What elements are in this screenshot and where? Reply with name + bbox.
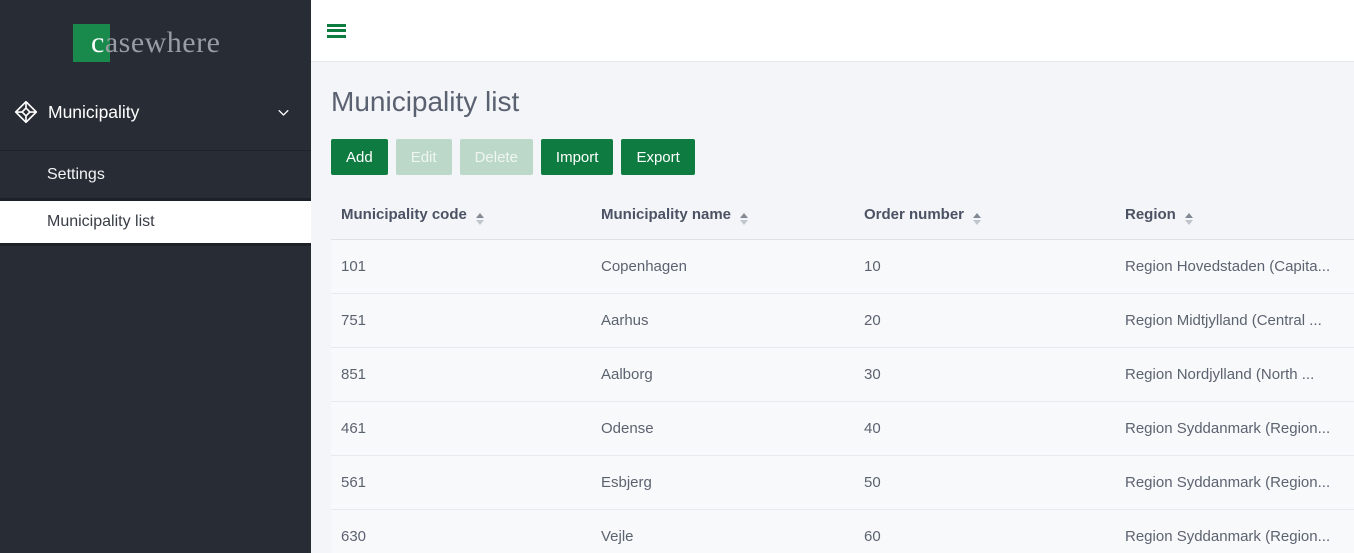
- sort-icon: [740, 213, 749, 225]
- delete-button: Delete: [459, 139, 533, 175]
- table-row[interactable]: 561 Esbjerg 50 Region Syddanmark (Region…: [331, 455, 1354, 510]
- cell-municipality-name: Esbjerg: [591, 455, 854, 510]
- column-header-municipality-name[interactable]: Municipality name: [591, 192, 854, 240]
- add-button[interactable]: Add: [331, 139, 388, 175]
- column-header-order-number[interactable]: Order number: [854, 192, 1115, 240]
- logo-letter-c: c: [91, 26, 105, 59]
- sidebar-item-settings[interactable]: Settings: [0, 150, 311, 198]
- chevron-down-icon: [276, 105, 291, 120]
- cell-municipality-name: Aarhus: [591, 293, 854, 348]
- edit-button: Edit: [395, 139, 452, 175]
- cell-municipality-name: Odense: [591, 401, 854, 456]
- table-row[interactable]: 461 Odense 40 Region Syddanmark (Region.…: [331, 401, 1354, 456]
- main-area: Municipality list Add Edit Delete Import…: [311, 0, 1354, 553]
- cell-order-number: 50: [854, 455, 1115, 510]
- logo-mark: [73, 24, 110, 62]
- cell-region: Region Syddanmark (Region...: [1115, 509, 1354, 553]
- table-row[interactable]: 751 Aarhus 20 Region Midtjylland (Centra…: [331, 293, 1354, 348]
- cell-municipality-name: Copenhagen: [591, 239, 854, 294]
- cell-order-number: 20: [854, 293, 1115, 348]
- cube-icon: [13, 99, 39, 125]
- cell-municipality-code: 751: [331, 293, 591, 348]
- cell-municipality-code: 561: [331, 455, 591, 510]
- table-row[interactable]: 101 Copenhagen 10 Region Hovedstaden (Ca…: [331, 239, 1354, 294]
- page-content: Municipality list Add Edit Delete Import…: [311, 62, 1354, 553]
- cell-municipality-code: 851: [331, 347, 591, 402]
- sidebar-submenu: Settings Municipality list: [0, 150, 311, 246]
- sort-icon: [973, 213, 982, 225]
- cell-region: Region Midtjylland (Central ...: [1115, 293, 1354, 348]
- export-button[interactable]: Export: [621, 139, 695, 175]
- logo-text: casewhere: [91, 26, 220, 60]
- sort-icon: [475, 213, 484, 225]
- cell-order-number: 30: [854, 347, 1115, 402]
- topbar: [311, 0, 1354, 62]
- table-row[interactable]: 851 Aalborg 30 Region Nordjylland (North…: [331, 347, 1354, 402]
- sidebar: casewhere Municipality Settings Municipa…: [0, 0, 311, 553]
- cell-order-number: 10: [854, 239, 1115, 294]
- table-header-row: Municipality code Municipality name Orde…: [331, 192, 1354, 240]
- sidebar-item-municipality-list[interactable]: Municipality list: [0, 198, 311, 246]
- cell-municipality-name: Vejle: [591, 509, 854, 553]
- logo: casewhere: [0, 0, 311, 90]
- municipality-table: Municipality code Municipality name Orde…: [331, 192, 1354, 553]
- logo-rest: asewhere: [104, 26, 221, 59]
- cell-municipality-code: 461: [331, 401, 591, 456]
- page-title: Municipality list: [331, 86, 520, 117]
- cell-municipality-code: 101: [331, 239, 591, 294]
- toolbar: Add Edit Delete Import Export: [331, 139, 1354, 175]
- sidebar-item-label: Municipality: [48, 101, 140, 122]
- table-row[interactable]: 630 Vejle 60 Region Syddanmark (Region..…: [331, 509, 1354, 553]
- cell-order-number: 40: [854, 401, 1115, 456]
- sidebar-item-municipality[interactable]: Municipality: [0, 90, 311, 134]
- menu-toggle-button[interactable]: [327, 23, 346, 38]
- cell-municipality-name: Aalborg: [591, 347, 854, 402]
- column-header-region[interactable]: Region: [1115, 192, 1354, 240]
- cell-region: Region Syddanmark (Region...: [1115, 455, 1354, 510]
- cell-municipality-code: 630: [331, 509, 591, 553]
- sort-icon: [1184, 213, 1193, 225]
- column-header-municipality-code[interactable]: Municipality code: [331, 192, 591, 240]
- cell-order-number: 60: [854, 509, 1115, 553]
- cell-region: Region Nordjylland (North ...: [1115, 347, 1354, 402]
- cell-region: Region Hovedstaden (Capita...: [1115, 239, 1354, 294]
- import-button[interactable]: Import: [540, 139, 614, 175]
- cell-region: Region Syddanmark (Region...: [1115, 401, 1354, 456]
